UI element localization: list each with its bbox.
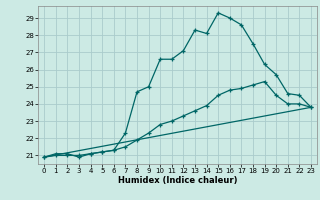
X-axis label: Humidex (Indice chaleur): Humidex (Indice chaleur) [118,176,237,185]
